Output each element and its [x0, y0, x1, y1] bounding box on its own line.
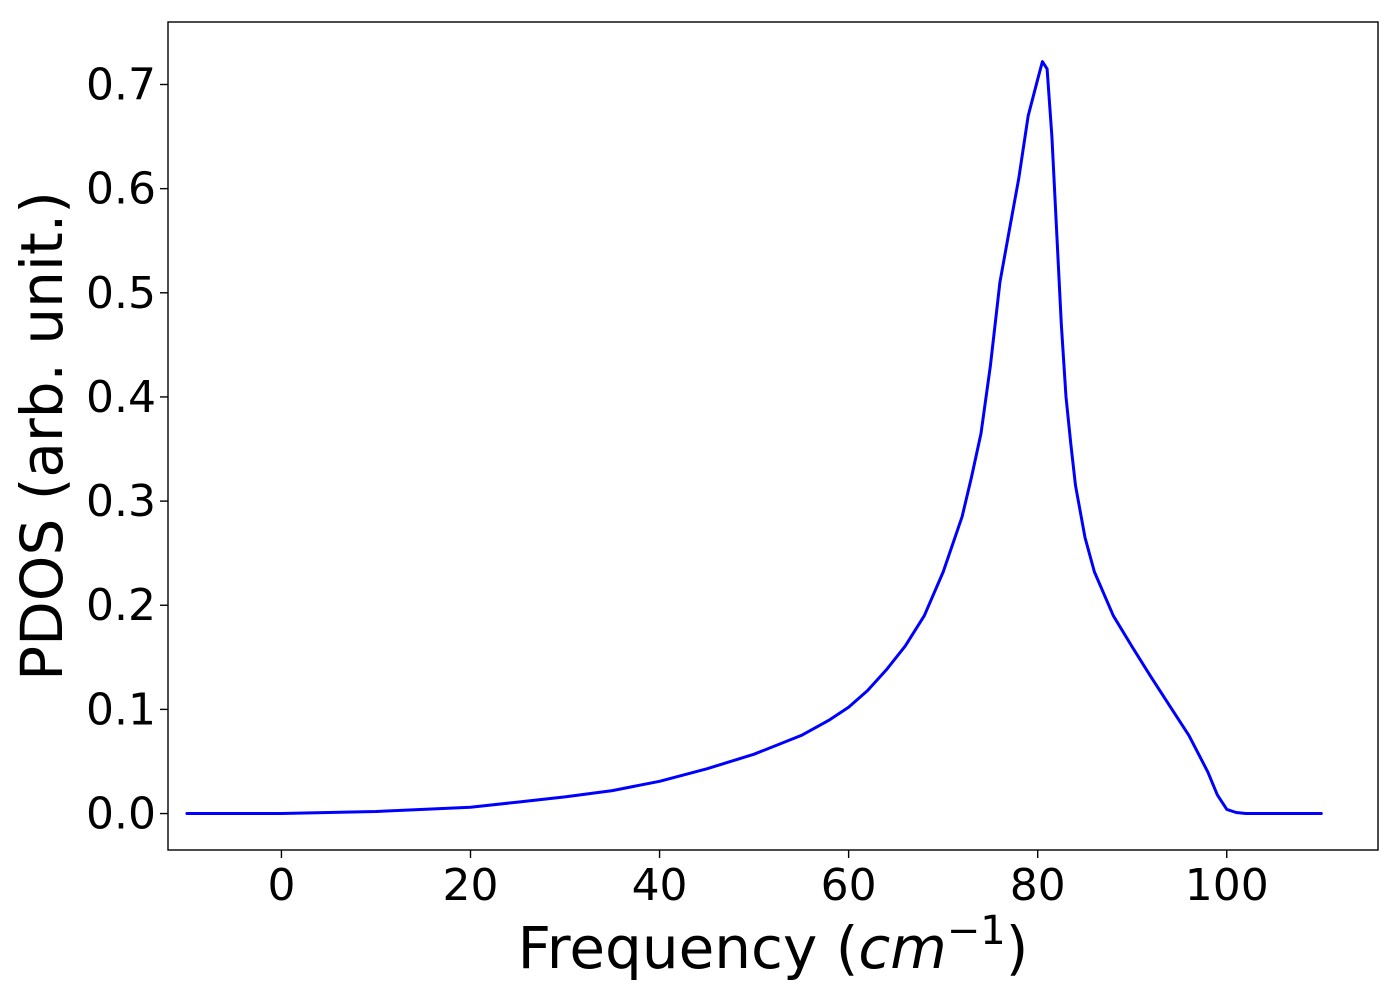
- x-tick-label: 0: [267, 860, 295, 911]
- ticks-layer: 0 20 40 60 80 100 0.0 0.1 0.2 0.3 0.4 0.5 0.6 0.7: [86, 59, 1269, 911]
- x-axis-title-close: ): [1006, 914, 1029, 982]
- x-tick-label: 100: [1185, 860, 1269, 911]
- y-tick-label: 0.1: [86, 684, 156, 735]
- plot-frame: [167, 21, 1379, 851]
- x-tick-label: 60: [821, 860, 877, 911]
- x-axis-title-unit: cm: [858, 914, 946, 982]
- y-tick-label: 0.0: [86, 789, 156, 840]
- x-axis-title-text: Frequency (: [518, 914, 859, 982]
- y-tick-label: 0.3: [86, 476, 156, 527]
- pdos-series-line: [185, 60, 1323, 815]
- x-axis-title-exponent: −1: [947, 908, 1006, 954]
- series-layer: [185, 60, 1323, 815]
- y-axis-title: PDOS (arb. unit.): [8, 191, 76, 681]
- y-tick-label: 0.4: [86, 372, 156, 423]
- y-tick-label: 0.7: [86, 59, 156, 110]
- x-axis-title: Frequency (cm−1): [518, 908, 1029, 982]
- x-tick-label: 80: [1010, 860, 1066, 911]
- x-tick-label: 20: [443, 860, 499, 911]
- x-tick-label: 40: [632, 860, 688, 911]
- y-tick-label: 0.2: [86, 580, 156, 631]
- y-tick-label: 0.6: [86, 164, 156, 215]
- y-tick-label: 0.5: [86, 268, 156, 319]
